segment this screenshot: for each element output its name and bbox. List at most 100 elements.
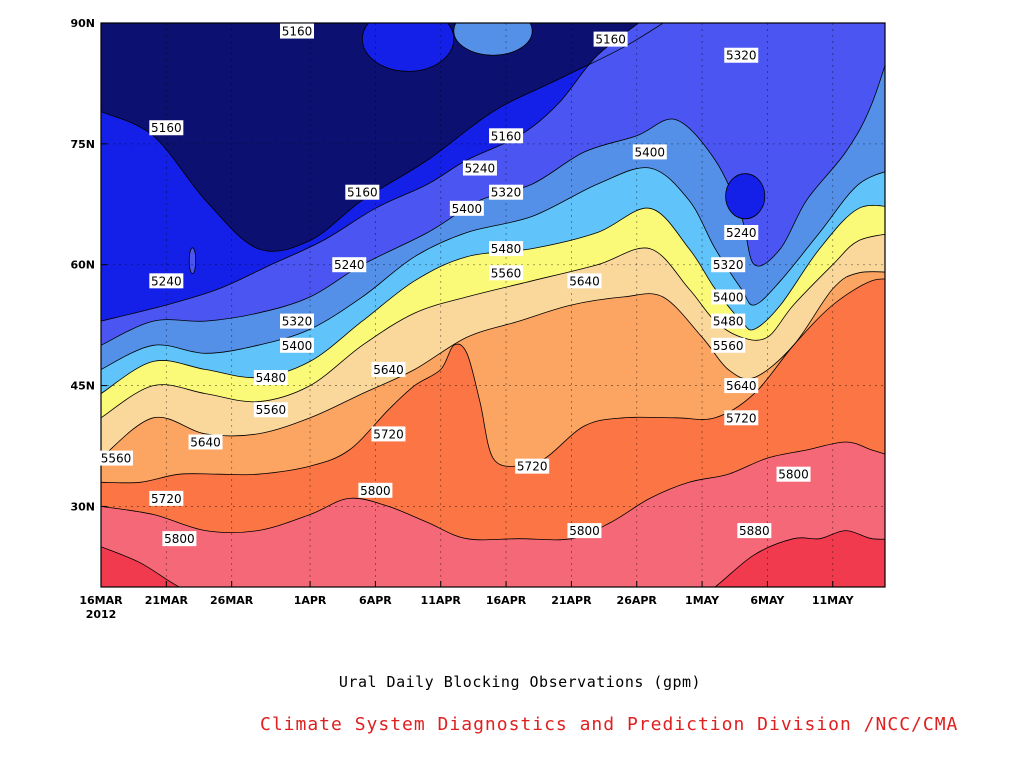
contour-label: 5720 [371, 426, 406, 442]
contour-label-text: 5400 [452, 202, 483, 216]
contour-label: 5240 [462, 160, 497, 176]
contour-label-bg [280, 23, 314, 39]
contour-label-text: 5640 [569, 274, 600, 288]
contour-label: 5320 [280, 313, 314, 329]
contour-label: 5240 [149, 273, 184, 289]
y-tick-label: 45N [70, 380, 95, 393]
credit-text: Climate System Diagnostics and Predictio… [260, 714, 959, 735]
contour-label-text: 5640 [373, 363, 404, 377]
contour-label-text: 5720 [726, 411, 757, 425]
contour-label-text: 5800 [164, 532, 195, 546]
contour-label-bg [711, 337, 746, 353]
x-tick-label: 11MAY [812, 594, 855, 607]
contour-label: 5400 [449, 200, 484, 216]
x-tick-label: 26APR [617, 594, 658, 607]
contour-label: 5160 [345, 184, 380, 200]
contour-label-bg [149, 273, 184, 289]
contour-line-5720 [101, 278, 885, 484]
contour-label: 5640 [724, 378, 759, 394]
contour-label-text: 5480 [491, 242, 522, 256]
x-tick-label: 6APR [359, 594, 392, 607]
contour-label-text: 5560 [256, 403, 287, 417]
contour-label-text: 5160 [282, 25, 313, 39]
contour-label: 5320 [489, 184, 524, 200]
contour-label: 5800 [162, 531, 197, 547]
contour-line-5880 [101, 530, 885, 587]
contour-label-bg [489, 184, 524, 200]
contour-label-bg [711, 313, 746, 329]
band-above-5880 [101, 530, 885, 587]
contour-label-text: 5400 [635, 145, 666, 159]
contour-label: 5160 [149, 120, 184, 136]
contour-label-bg [737, 523, 772, 539]
contour-label-text: 5560 [491, 266, 522, 280]
contour-label-bg [711, 289, 746, 305]
chart-title: Ural Daily Blocking Observations (gpm) [338, 673, 702, 691]
contour-label-text: 5640 [190, 435, 221, 449]
x-tick-label: 21APR [551, 594, 592, 607]
band-above-5800 [101, 442, 885, 587]
closed-contour-5240-small [188, 247, 197, 274]
contour-label-bg [253, 402, 288, 418]
contour-label-text: 5240 [151, 274, 182, 288]
contour-label-text: 5160 [595, 33, 626, 47]
x-tick-label: 11APR [421, 594, 462, 607]
contour-label: 5160 [593, 31, 628, 47]
contour-label-text: 5800 [778, 468, 809, 482]
contour-label-text: 5160 [491, 129, 522, 143]
contour-label-text: 5320 [491, 186, 522, 200]
plot-frame [100, 22, 886, 588]
contour-label-bg [280, 337, 314, 353]
contour-label: 5400 [711, 289, 746, 305]
contour-label-bg [711, 257, 746, 273]
x-tick-label: 16APR [486, 594, 527, 607]
contour-label-bg [162, 531, 197, 547]
contour-label-bg [462, 160, 497, 176]
contour-label-text: 5560 [713, 339, 744, 353]
contour-label-text: 5880 [739, 524, 770, 538]
contour-label: 5720 [724, 410, 759, 426]
closed-contour-5160 [725, 173, 766, 220]
contour-label: 5480 [489, 241, 524, 257]
contour-label-text: 5160 [151, 121, 182, 135]
contour-label-bg [593, 31, 628, 47]
contour-label: 5880 [737, 523, 772, 539]
contour-label: 5480 [253, 370, 288, 386]
contour-label-bg [489, 128, 524, 144]
contour-label-bg [776, 466, 811, 482]
contour-label: 5640 [567, 273, 602, 289]
contour-label-text: 5640 [726, 379, 757, 393]
contour-label: 5560 [489, 265, 524, 281]
contour-label: 5720 [515, 458, 550, 474]
contour-label-text: 5400 [282, 339, 313, 353]
contour-label-bg [188, 434, 223, 450]
contour-line-5160 [101, 23, 665, 252]
contour-label-bg [724, 47, 759, 63]
contour-label-text: 5480 [256, 371, 287, 385]
contour-label-bg [632, 144, 667, 160]
contour-label: 5240 [332, 257, 367, 273]
contour-label: 5320 [711, 257, 746, 273]
contour-label-bg [280, 313, 314, 329]
contour-label-bg [345, 184, 380, 200]
contour-label: 5320 [724, 47, 759, 63]
contour-label-bg [253, 370, 288, 386]
contour-label: 5720 [149, 490, 184, 506]
contour-label-bg [371, 361, 406, 377]
contour-label: 5800 [358, 482, 393, 498]
contour-label-text: 5800 [360, 484, 391, 498]
contour-label-text: 5800 [569, 524, 600, 538]
contour-label: 5160 [280, 23, 314, 39]
contour-label: 5800 [567, 523, 602, 539]
x-year-label: 2012 [86, 608, 117, 621]
contour-label-bg [449, 200, 484, 216]
contour-label-bg [567, 273, 602, 289]
y-tick-label: 30N [70, 500, 95, 513]
x-tick-label: 16MAR [79, 594, 123, 607]
contour-label-text: 5320 [726, 49, 757, 63]
contour-label: 5640 [371, 361, 406, 377]
contour-label-bg [332, 257, 367, 273]
y-tick-label: 90N [70, 17, 95, 30]
contour-label: 5800 [776, 466, 811, 482]
x-tick-label: 1APR [294, 594, 327, 607]
